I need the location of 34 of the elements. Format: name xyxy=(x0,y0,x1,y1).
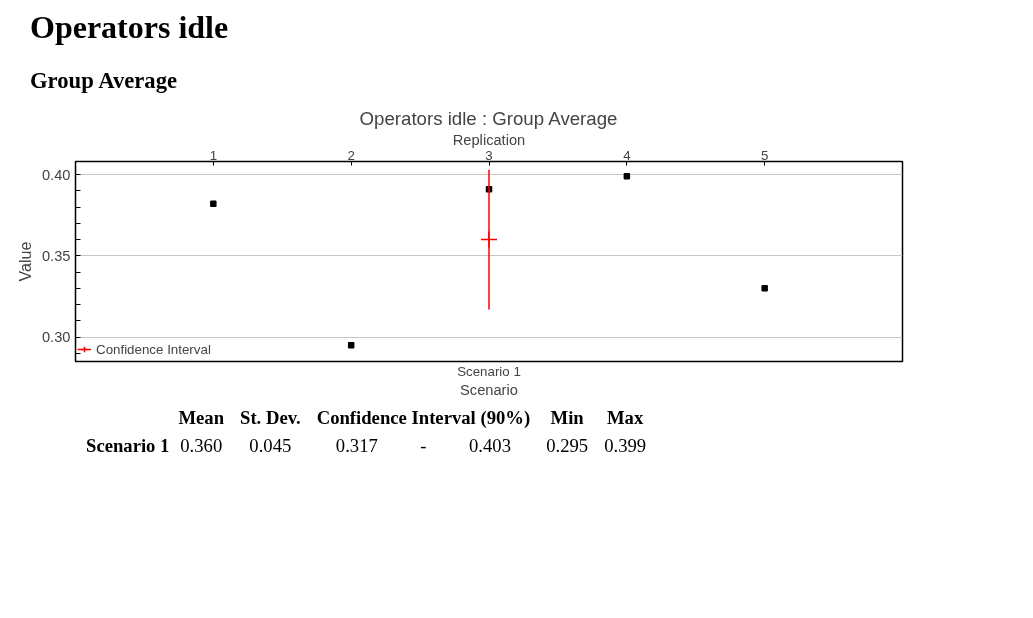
point xyxy=(480,230,498,249)
y-tick-label: 0.35 xyxy=(41,247,71,264)
legend-label: Confidence Interval xyxy=(96,341,211,357)
text: Scenario xyxy=(460,381,518,398)
text: St. Dev. xyxy=(239,406,302,430)
text: 0.399 xyxy=(603,433,648,458)
text: 0.295 xyxy=(545,433,590,458)
x-tick-label: 1 xyxy=(209,147,218,163)
x-tick-label: 2 xyxy=(347,147,355,163)
x-tick-label: 3 xyxy=(485,147,493,163)
text: Group Average xyxy=(30,67,178,95)
text: Scenario 1 xyxy=(457,363,521,379)
y-tick-label: 0.30 xyxy=(41,329,71,346)
chart-title: Operators idle : Group Average xyxy=(359,107,618,129)
point xyxy=(347,341,355,349)
text: - xyxy=(419,433,428,458)
text: Scenario 1 xyxy=(85,433,171,458)
text: Max xyxy=(606,406,645,430)
text: 0.045 xyxy=(248,433,293,458)
text: Min xyxy=(549,406,585,430)
point xyxy=(210,200,217,208)
text: 0.403 xyxy=(468,433,512,458)
point xyxy=(623,172,631,180)
x-tick-label: 4 xyxy=(623,147,632,163)
text: Mean xyxy=(177,406,226,430)
x-axis-title: Replication xyxy=(452,131,526,148)
text: 0.360 xyxy=(179,433,224,458)
text: Operators idle xyxy=(30,8,229,47)
text: 0.317 xyxy=(334,433,379,458)
y-tick-label: 0.40 xyxy=(41,166,71,183)
text: Confidence Interval (90%) xyxy=(315,406,532,430)
y-axis-title: Value xyxy=(16,241,34,282)
point xyxy=(761,285,768,292)
x-tick-label: 5 xyxy=(760,147,769,163)
